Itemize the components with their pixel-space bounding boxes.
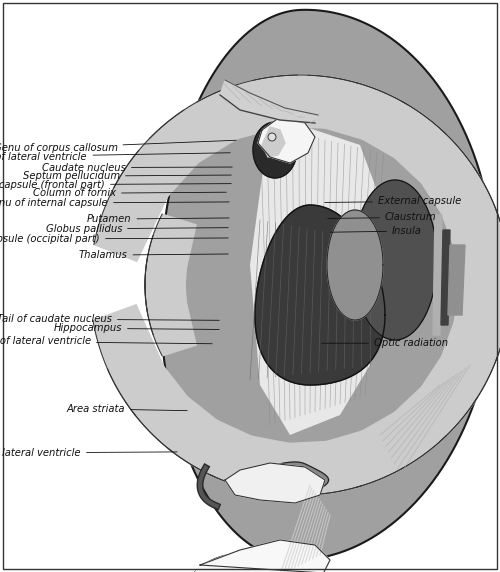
Polygon shape	[404, 130, 498, 239]
Text: Tail of caudate nucleus: Tail of caudate nucleus	[0, 314, 219, 324]
Polygon shape	[253, 122, 297, 178]
Polygon shape	[100, 75, 336, 236]
Text: Area striata: Area striata	[66, 404, 187, 414]
Polygon shape	[298, 75, 408, 148]
Polygon shape	[372, 367, 477, 469]
Text: Insula: Insula	[330, 226, 422, 236]
Text: Internal capsule (occipital part): Internal capsule (occipital part)	[0, 234, 228, 244]
Text: Caudate nucleus: Caudate nucleus	[42, 162, 232, 173]
Polygon shape	[372, 101, 477, 204]
Polygon shape	[145, 236, 188, 312]
Text: Thalamus: Thalamus	[78, 250, 228, 260]
Polygon shape	[258, 440, 362, 495]
Polygon shape	[328, 78, 500, 492]
Polygon shape	[250, 115, 390, 435]
Polygon shape	[133, 378, 240, 476]
Polygon shape	[114, 110, 216, 216]
Polygon shape	[353, 180, 437, 340]
Polygon shape	[197, 561, 284, 572]
Polygon shape	[255, 205, 385, 385]
Polygon shape	[220, 80, 318, 123]
Text: Posterior cornu of lateral ventricle: Posterior cornu of lateral ventricle	[0, 448, 177, 458]
Polygon shape	[433, 215, 442, 335]
Text: External capsule: External capsule	[325, 196, 461, 206]
Text: Hippocampus: Hippocampus	[54, 323, 219, 333]
Polygon shape	[209, 570, 274, 572]
Polygon shape	[195, 540, 330, 572]
Text: Anterior  cornu of lateral ventricle: Anterior cornu of lateral ventricle	[0, 152, 230, 162]
Polygon shape	[271, 462, 328, 498]
Polygon shape	[432, 166, 500, 277]
Text: Internal capsule (frontal part): Internal capsule (frontal part)	[0, 180, 231, 190]
Polygon shape	[404, 331, 498, 440]
Text: Column of fornix: Column of fornix	[33, 188, 226, 198]
Text: Genu of corpus callosum: Genu of corpus callosum	[0, 140, 236, 153]
Text: Putamen: Putamen	[87, 214, 229, 224]
Polygon shape	[93, 305, 176, 415]
Polygon shape	[108, 343, 206, 451]
Polygon shape	[298, 422, 408, 495]
Polygon shape	[441, 230, 450, 325]
Polygon shape	[225, 463, 325, 503]
Text: Genu of internal capsule: Genu of internal capsule	[0, 198, 229, 208]
Text: Septum pellucidum: Septum pellucidum	[23, 171, 231, 181]
Text: Claustrum: Claustrum	[328, 212, 436, 223]
Polygon shape	[432, 293, 500, 404]
Polygon shape	[336, 398, 446, 487]
Polygon shape	[100, 333, 336, 495]
Polygon shape	[145, 258, 188, 335]
Polygon shape	[327, 210, 383, 320]
Polygon shape	[145, 214, 196, 294]
Polygon shape	[160, 10, 495, 560]
Text: Inferior cornu of lateral ventricle: Inferior cornu of lateral ventricle	[0, 336, 212, 347]
Polygon shape	[258, 117, 315, 163]
Text: Optic radiation: Optic radiation	[322, 338, 448, 348]
Polygon shape	[145, 276, 196, 356]
Polygon shape	[94, 150, 178, 261]
Polygon shape	[451, 210, 500, 315]
Polygon shape	[145, 239, 186, 331]
Polygon shape	[336, 82, 446, 173]
Circle shape	[268, 133, 276, 141]
Polygon shape	[262, 127, 285, 157]
Polygon shape	[448, 245, 465, 315]
Polygon shape	[185, 553, 294, 572]
Polygon shape	[210, 431, 318, 495]
Text: Globus pallidus: Globus pallidus	[46, 224, 228, 234]
Polygon shape	[254, 75, 358, 129]
Polygon shape	[150, 85, 259, 176]
Polygon shape	[197, 75, 306, 145]
Polygon shape	[168, 408, 278, 491]
Polygon shape	[451, 255, 500, 360]
